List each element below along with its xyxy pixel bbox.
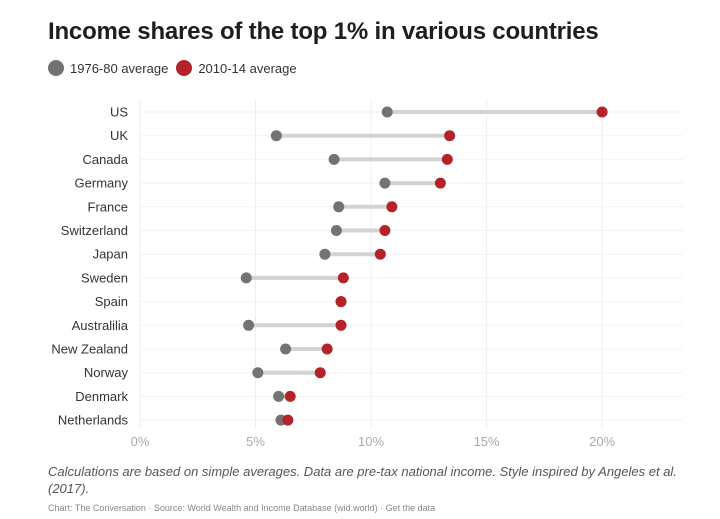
- point-2010-14: [335, 319, 347, 331]
- x-tick-labels: 0% 5% 10% 15% 20%: [131, 434, 616, 449]
- point-1976-80: [270, 130, 282, 142]
- legend: 1976-80 average 2010-14 average: [48, 60, 305, 76]
- chart-title: Income shares of the top 1% in various c…: [48, 18, 599, 45]
- point-2010-14: [314, 367, 326, 379]
- point-2010-14: [337, 272, 349, 284]
- point-2010-14: [374, 248, 386, 260]
- point-1976-80: [379, 177, 391, 189]
- y-tick-label: France: [88, 199, 128, 214]
- point-2010-14: [321, 343, 333, 355]
- point-2010-14: [434, 177, 446, 189]
- point-1976-80: [273, 390, 285, 402]
- point-2010-14: [596, 106, 608, 118]
- y-tick-label: Canada: [82, 152, 128, 167]
- point-1976-80: [252, 367, 264, 379]
- point-2010-14: [379, 225, 391, 236]
- legend-item-1976-80: 1976-80 average: [48, 60, 168, 76]
- point-2010-14: [386, 201, 398, 213]
- y-tick-label: Japan: [93, 247, 128, 262]
- point-1976-80: [280, 343, 292, 355]
- point-1976-80: [319, 248, 331, 260]
- point-1976-80: [381, 106, 393, 118]
- x-tick-label: 5%: [246, 434, 265, 449]
- y-tick-label: US: [110, 105, 128, 120]
- legend-label-1976-80: 1976-80 average: [70, 60, 169, 76]
- x-tick-label: 10%: [358, 434, 384, 449]
- y-tick-label: New Zealand: [51, 342, 128, 357]
- y-tick-label: Switzerland: [61, 223, 128, 238]
- x-tick-label: 15%: [474, 434, 500, 449]
- point-2010-14: [441, 153, 453, 165]
- y-tick-label: Germany: [75, 176, 129, 191]
- point-1976-80: [333, 201, 345, 213]
- y-tick-label: Denmark: [75, 389, 128, 404]
- legend-dot-2010-14: [176, 60, 193, 76]
- point-1976-80: [240, 272, 252, 284]
- y-tick-label: Norway: [84, 365, 129, 380]
- legend-dot-1976-80: [48, 60, 64, 76]
- dumbbell-chart: 0% 5% 10% 15% 20% US UK Canada Germany France Swi…: [51, 100, 683, 449]
- point-2010-14: [284, 390, 296, 402]
- y-tick-label: Australilia: [72, 318, 129, 333]
- chart-credit: Chart: The Conversation · Source: World …: [48, 503, 436, 513]
- legend-item-2010-14: 2010-14 average: [176, 60, 297, 76]
- y-tick-label: Spain: [95, 294, 128, 309]
- x-tick-label: 0%: [131, 434, 150, 449]
- point-2010-14: [444, 130, 456, 142]
- point-2010-14: [335, 296, 347, 308]
- point-1976-80: [330, 225, 342, 236]
- chart-caption: Calculations are based on simple average…: [48, 464, 677, 496]
- y-tick-label: UK: [110, 128, 128, 143]
- x-tick-label: 20%: [589, 434, 615, 449]
- y-tick-label: Sweden: [81, 270, 128, 285]
- rows-layer: US UK Canada Germany France Switzerland Japan S…: [51, 105, 608, 428]
- legend-label-2010-14: 2010-14 average: [198, 60, 297, 76]
- point-1976-80: [328, 153, 340, 165]
- y-tick-label: Netherlands: [58, 413, 129, 428]
- point-2010-14: [282, 414, 294, 426]
- grid-layer: [139, 100, 683, 428]
- point-1976-80: [243, 319, 255, 331]
